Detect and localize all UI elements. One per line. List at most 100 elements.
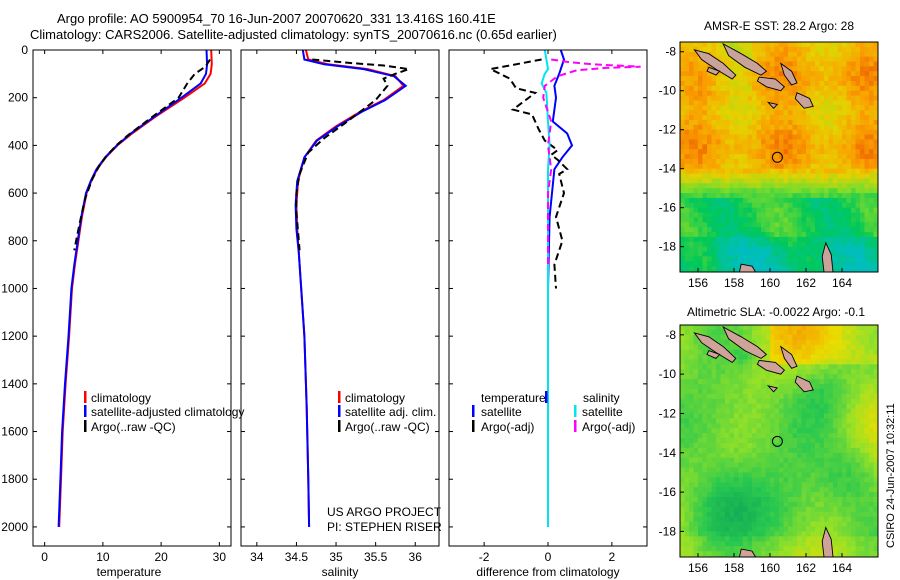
map-cell — [797, 42, 803, 48]
map-cell — [869, 168, 875, 175]
map-cell — [869, 467, 875, 474]
map-cell — [801, 110, 807, 116]
map-cell — [860, 359, 866, 365]
island-outline — [722, 325, 768, 359]
map-cell — [828, 193, 834, 199]
map-cell — [797, 139, 803, 145]
map-cell — [761, 423, 767, 429]
map-cell — [752, 222, 758, 228]
map-cell — [684, 236, 690, 243]
map-cell — [851, 472, 857, 478]
map-cell — [693, 212, 699, 219]
map-cell — [734, 173, 740, 180]
map-cell — [842, 80, 848, 87]
map-cell — [689, 144, 695, 150]
map-cell — [720, 428, 726, 434]
map-cell — [689, 442, 695, 449]
map-cell — [797, 163, 803, 170]
map-cell — [855, 551, 861, 557]
map-cell — [810, 383, 816, 390]
island-outline — [756, 359, 786, 375]
map-cell — [815, 66, 821, 72]
map-cell — [837, 531, 843, 537]
map-cell — [689, 462, 695, 469]
map-cell — [833, 438, 839, 444]
map-cell — [779, 325, 785, 331]
map-cell — [788, 541, 794, 547]
map-cell — [729, 383, 735, 390]
map-cell — [698, 232, 704, 238]
map-cell — [779, 251, 785, 257]
map-cell — [702, 472, 708, 478]
map-cell — [824, 212, 830, 219]
map-cell — [729, 546, 735, 552]
map-cell — [824, 85, 830, 92]
map-cell — [693, 536, 699, 542]
map-cell — [747, 227, 753, 233]
map-cell — [738, 163, 744, 170]
map-cell — [734, 526, 740, 533]
map-cell — [797, 85, 803, 92]
map-cell — [810, 442, 816, 449]
map-cell — [869, 100, 875, 106]
map-cell — [824, 173, 830, 180]
map-cell — [689, 497, 695, 503]
map-cell — [828, 428, 834, 434]
map-cell — [833, 506, 839, 513]
map-cell — [770, 222, 776, 228]
map-cell — [869, 105, 875, 111]
map-cell — [869, 492, 875, 498]
map-cell — [734, 202, 740, 209]
map-cell — [855, 46, 861, 53]
map-cell — [725, 207, 731, 214]
map-cell — [851, 251, 857, 257]
map-cell — [864, 403, 870, 410]
map-cell — [788, 197, 794, 204]
map-cell — [783, 51, 789, 58]
map-cell — [828, 61, 834, 67]
map-cell — [774, 227, 780, 233]
map-cell — [680, 364, 686, 370]
map-cell — [779, 374, 785, 380]
map-cell — [693, 246, 699, 253]
map-cell — [779, 266, 785, 272]
map-cell — [837, 56, 843, 63]
map-cell — [837, 551, 843, 557]
map-cell — [698, 154, 704, 160]
map-cell — [837, 236, 843, 243]
map-cell — [693, 388, 699, 395]
map-cell — [806, 139, 812, 145]
map-cell — [783, 80, 789, 87]
map-cell — [725, 393, 731, 400]
map-cell — [837, 487, 843, 493]
map-cell — [707, 105, 713, 111]
map-cell — [801, 526, 807, 533]
map-cell — [819, 477, 825, 483]
map-cell — [860, 241, 866, 248]
map-cell — [761, 217, 767, 223]
map-cell — [774, 100, 780, 106]
map-cell — [851, 232, 857, 238]
map-cell — [846, 261, 852, 267]
map-cell — [846, 124, 852, 131]
map-cell — [702, 541, 708, 547]
map-cell — [806, 354, 812, 361]
map-cell — [837, 246, 843, 253]
map-cell — [869, 428, 875, 434]
map-cell — [860, 149, 866, 155]
map-cell — [711, 193, 717, 199]
map-cell — [738, 423, 744, 429]
map-cell — [860, 212, 866, 219]
map-cell — [860, 46, 866, 53]
map-cell — [801, 428, 807, 434]
map-cell — [765, 344, 771, 351]
map-cell — [792, 61, 798, 67]
map-cell — [788, 236, 794, 243]
map-cell — [756, 393, 762, 400]
map-cell — [842, 163, 848, 170]
map-cell — [873, 71, 878, 77]
map-cell — [788, 129, 794, 136]
map-cell — [864, 423, 870, 429]
map-cell — [774, 482, 780, 488]
